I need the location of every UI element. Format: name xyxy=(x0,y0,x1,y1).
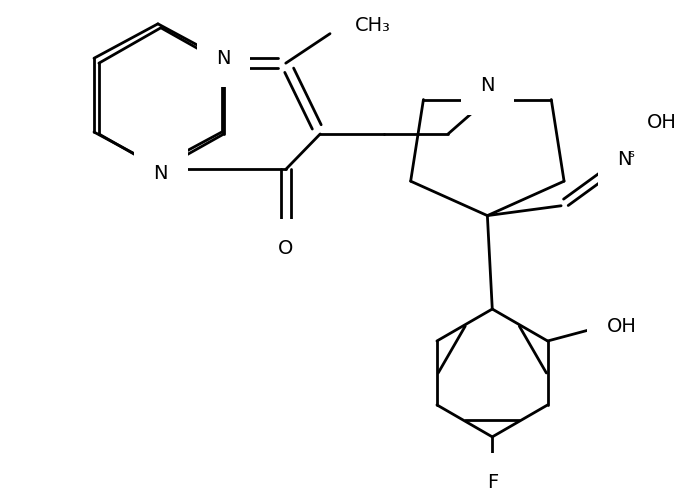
Text: O: O xyxy=(278,238,294,258)
Text: CH₃: CH₃ xyxy=(354,16,391,35)
Text: OH: OH xyxy=(647,113,676,132)
Text: N: N xyxy=(480,76,495,95)
Text: N: N xyxy=(617,150,632,169)
Text: N: N xyxy=(153,164,168,183)
Text: s: s xyxy=(628,149,634,158)
Text: N: N xyxy=(217,49,231,68)
Text: F: F xyxy=(486,473,498,491)
Text: OH: OH xyxy=(607,317,636,336)
